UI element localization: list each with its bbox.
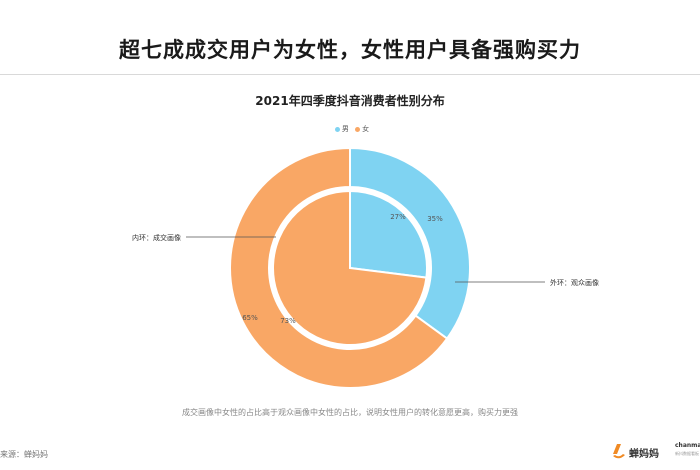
chart-caption: 成交画像中女性的占比高于观众画像中女性的占比，说明女性用户的转化意愿更高，购买力… [182,408,518,417]
slide-headline: 超七成成交用户为女性，女性用户具备强购买力 [119,38,581,62]
chanmama-logo-icon [613,444,625,459]
source-note: 来源：蝉妈妈 [0,450,48,459]
value-label-inner-female: 73% [280,317,296,325]
legend-swatch-female [355,126,361,132]
legend-swatch-male [334,126,340,132]
outer-ring-slice-male [349,146,471,340]
brand-logo: 蝉妈妈 chanmama 新抖数据看板 [612,442,700,462]
value-label-inner-male: 27% [390,213,406,221]
chart-title: 2021年四季度抖音消费者性别分布 [255,94,445,108]
logo-name: 蝉妈妈 [629,448,659,460]
ring-gap [270,188,430,348]
value-label-outer-male: 35% [427,215,443,223]
outer-ring-slice-female [229,146,449,389]
outer-ring-label: 外环：观众画像 [550,278,599,287]
legend-label-male: 男 [341,125,349,133]
inner-ring-slice-male [349,189,428,279]
chart-legend: 男 女 [0,124,700,134]
inner-ring-label: 内环：成交画像 [132,233,181,242]
legend-label-female: 女 [362,125,370,133]
logo-english: chanmama [675,442,700,449]
value-label-outer-female: 65% [242,314,258,322]
divider [0,74,700,75]
logo-subtitle: 新抖数据看板 [675,451,699,456]
inner-ring-slice-female [272,189,428,346]
